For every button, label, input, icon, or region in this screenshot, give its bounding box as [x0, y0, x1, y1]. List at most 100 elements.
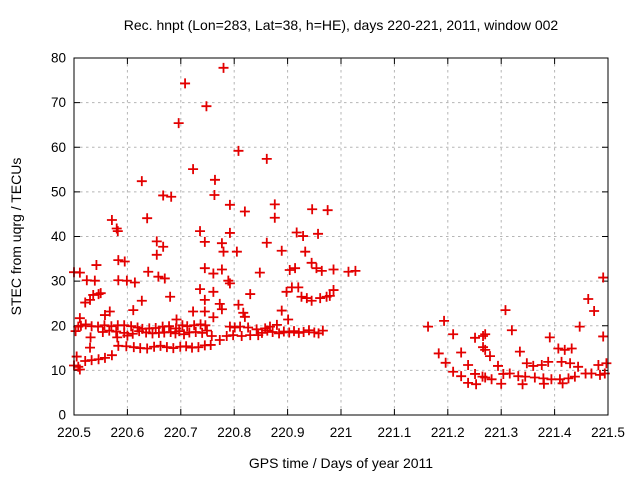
data-point-marker [269, 199, 280, 210]
x-tick-label: 220.5 [57, 425, 91, 440]
data-point-marker [598, 272, 609, 283]
data-point-marker [328, 285, 339, 296]
data-point-marker [574, 321, 585, 332]
data-point-marker [239, 206, 250, 217]
data-point-marker [151, 236, 162, 247]
data-point-marker [201, 101, 212, 112]
data-point-marker [504, 368, 515, 379]
data-point-marker [74, 313, 85, 324]
data-point-marker [99, 352, 110, 363]
data-point-marker [553, 343, 564, 354]
data-point-marker [85, 332, 96, 343]
data-point-marker [269, 212, 280, 223]
data-point-marker [209, 174, 220, 185]
data-point-marker [267, 326, 278, 337]
data-point-marker [440, 357, 451, 368]
data-point-marker [142, 343, 153, 354]
y-tick-label: 20 [51, 318, 66, 333]
data-point-marker [126, 321, 137, 332]
data-point-marker [433, 348, 444, 359]
data-point-marker [228, 330, 239, 341]
data-point-marker [245, 289, 256, 300]
data-point-marker [224, 199, 235, 210]
data-point-marker [456, 371, 467, 382]
x-tick-label: 220.8 [217, 425, 251, 440]
data-point-marker [193, 342, 204, 353]
data-point-marker [463, 360, 474, 371]
data-point-marker [583, 293, 594, 304]
data-point-marker [85, 342, 96, 353]
data-point-marker [556, 356, 567, 367]
x-tick-labels: 220.5 220.6 220.7 220.8 220.9 221 221.1 221.2 22… [57, 425, 625, 440]
data-point-marker [136, 295, 147, 306]
data-point-marker [274, 328, 285, 339]
data-point-marker [303, 325, 314, 336]
data-point-marker [159, 273, 170, 284]
data-point-marker [306, 295, 317, 306]
data-point-marker [313, 228, 324, 239]
data-point-marker [99, 310, 110, 321]
data-point-marker [293, 282, 304, 293]
data-point-marker [306, 257, 317, 268]
data-point-marker [142, 213, 153, 224]
data-point-marker [290, 263, 301, 274]
data-point-marker [514, 346, 525, 357]
data-point-marker [271, 319, 282, 330]
data-point-marker [201, 325, 212, 336]
data-point-marker [291, 227, 302, 238]
data-point-marker [121, 275, 132, 286]
data-point-marker [284, 327, 295, 338]
data-point-marker [165, 326, 176, 337]
data-point-marker [322, 205, 333, 216]
data-point-marker [143, 266, 154, 277]
data-point-marker [128, 305, 139, 316]
data-point-marker [484, 351, 495, 362]
x-tick-label: 221.1 [378, 425, 412, 440]
data-point-marker [113, 275, 124, 286]
data-point-marker [158, 241, 169, 252]
data-point-marker [188, 306, 199, 317]
y-tick-label: 60 [51, 140, 66, 155]
data-point-marker [456, 347, 467, 358]
data-point-marker [520, 371, 531, 382]
data-point-marker [262, 325, 273, 336]
data-point-marker [164, 321, 175, 332]
data-point-marker [158, 190, 169, 201]
data-point-marker [206, 331, 217, 342]
plot-border [73, 57, 609, 416]
data-point-marker [91, 260, 102, 271]
data-point-marker [119, 256, 130, 267]
data-point-marker [601, 358, 612, 369]
data-point-marker [328, 264, 339, 275]
data-point-marker [298, 326, 309, 337]
data-point-marker [165, 291, 176, 302]
data-point-marker [253, 330, 264, 341]
data-point-marker [298, 231, 309, 242]
data-point-marker [155, 340, 166, 351]
data-point-marker [134, 326, 145, 337]
data-point-marker [136, 176, 147, 187]
data-point-marker [486, 374, 497, 385]
data-point-marker [74, 267, 85, 278]
data-point-marker [208, 286, 219, 297]
data-point-marker [350, 265, 361, 276]
data-point-marker [251, 324, 262, 335]
data-point-marker [224, 278, 235, 289]
data-point-marker [593, 360, 604, 371]
data-point-marker [199, 294, 210, 305]
data-point-marker [89, 275, 100, 286]
y-tick-label: 80 [51, 51, 66, 66]
data-point-marker [569, 371, 580, 382]
x-tick-label: 220.9 [271, 425, 305, 440]
data-points [69, 62, 612, 390]
data-point-marker [129, 277, 140, 288]
data-point-marker [74, 364, 85, 375]
data-point-marker [209, 189, 220, 200]
data-point-marker [195, 284, 206, 295]
data-point-marker [254, 267, 265, 278]
x-tick-label: 221.5 [591, 425, 625, 440]
x-tick-label: 221.4 [538, 425, 572, 440]
data-point-marker [113, 255, 124, 266]
